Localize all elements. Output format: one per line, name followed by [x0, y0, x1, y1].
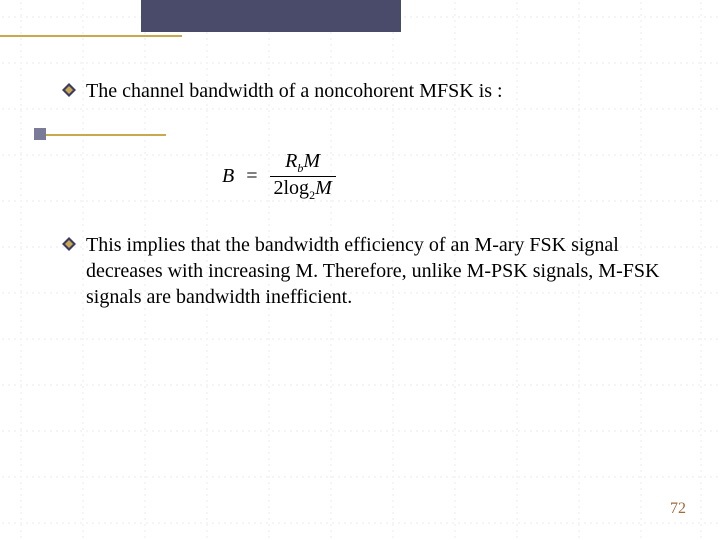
bullet-2-text: This implies that the bandwidth efficien…	[86, 232, 662, 310]
num-M: M	[303, 150, 320, 172]
formula-numerator: RbM	[281, 150, 324, 176]
accent-square	[34, 128, 46, 140]
page-number: 72	[670, 500, 686, 518]
diamond-bullet-icon	[62, 83, 76, 97]
header-block	[141, 0, 401, 32]
den-2: 2	[274, 177, 284, 199]
formula-lhs: B	[222, 165, 234, 188]
formula-denominator: 2log2M	[270, 177, 336, 203]
formula: B = RbM 2log2M	[222, 150, 336, 203]
bullet-row-1: The channel bandwidth of a noncohorent M…	[62, 78, 662, 122]
diamond-bullet-icon	[62, 237, 76, 251]
formula-fraction: RbM 2log2M	[270, 150, 336, 203]
den-log: log	[284, 177, 310, 199]
den-M: M	[315, 177, 332, 199]
num-R: R	[285, 150, 297, 172]
bullet-row-2: This implies that the bandwidth efficien…	[62, 232, 662, 328]
bullet-1-text: The channel bandwidth of a noncohorent M…	[86, 78, 503, 104]
formula-equals: =	[246, 165, 257, 188]
header-gold-line	[0, 35, 182, 37]
header-decoration	[0, 0, 720, 48]
accent-gold-line	[46, 134, 166, 136]
